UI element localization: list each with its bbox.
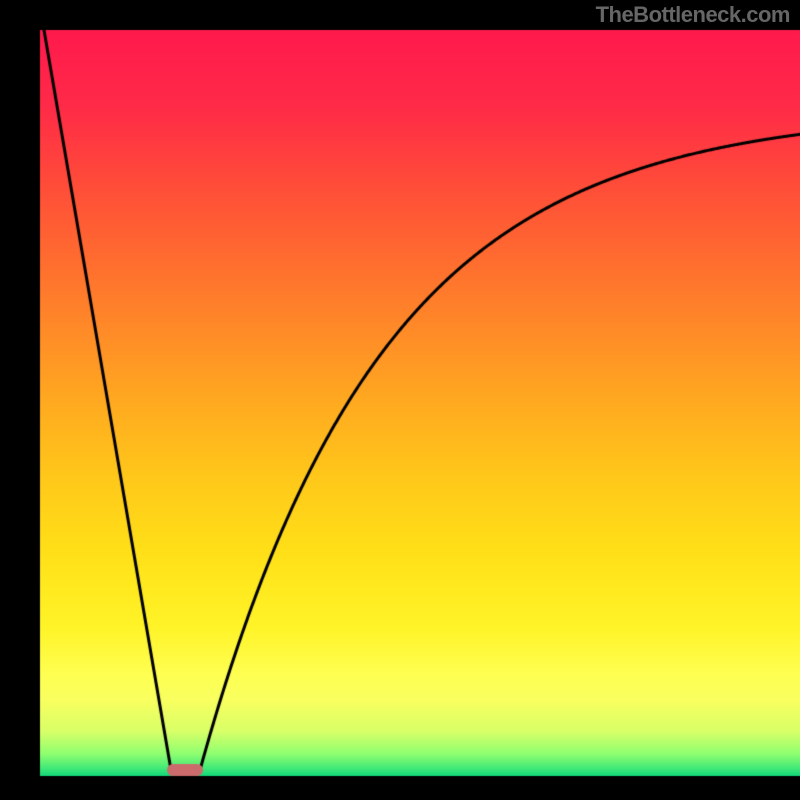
watermark-label: TheBottleneck.com [596,2,790,28]
chart-canvas [0,0,800,800]
bottleneck-chart: TheBottleneck.com [0,0,800,800]
